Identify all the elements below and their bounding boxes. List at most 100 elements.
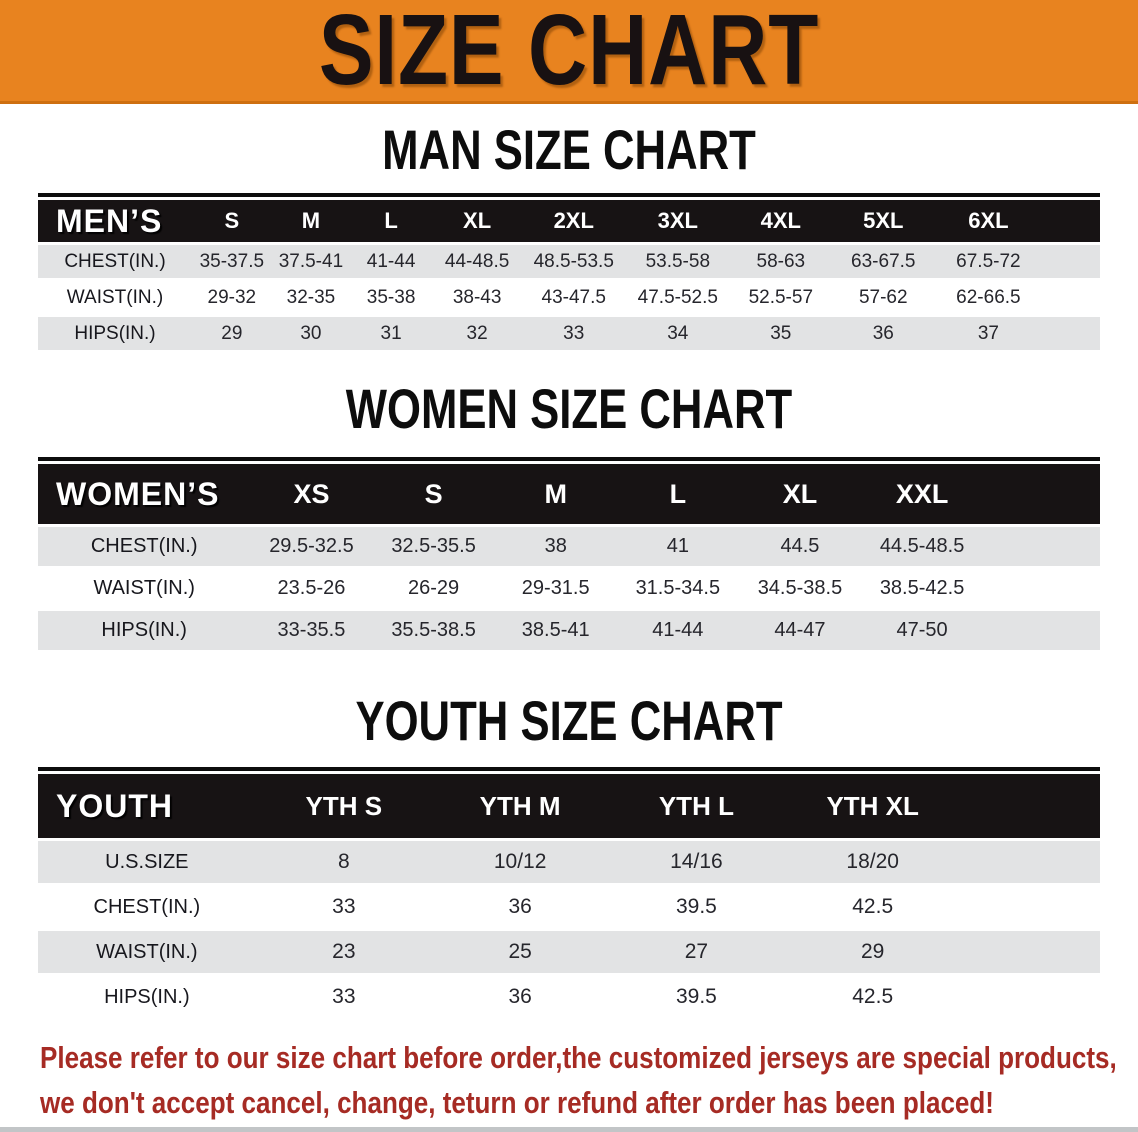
spacer-cell — [983, 611, 1100, 650]
size-cell: 35 — [770, 322, 792, 344]
size-cell: 33-35.5 — [277, 619, 346, 641]
size-cell: 36 — [508, 985, 532, 1008]
row-label: U.S.SIZE — [105, 850, 189, 873]
size-cell: 31 — [380, 322, 402, 344]
size-cell: 34 — [667, 322, 689, 344]
size-cell: 44-47 — [774, 619, 826, 641]
row-label: HIPS(IN.) — [104, 985, 190, 1008]
size-cell: 35-38 — [366, 286, 416, 308]
size-cell: 43-47.5 — [541, 286, 606, 308]
size-cell: 63-67.5 — [851, 250, 916, 272]
spacer-cell — [1042, 245, 1101, 278]
spacer-cell — [961, 976, 1100, 1018]
men-table-title: MEN’S — [56, 202, 163, 239]
size-cell: 39.5 — [675, 895, 717, 918]
size-cell: 44.5 — [780, 535, 820, 557]
youth-table-header-row: YOUTH YTH S YTH M YTH L YTH XL — [38, 774, 1100, 838]
size-cell: 38.5-41 — [521, 619, 590, 641]
spacer-cell — [1042, 317, 1101, 350]
size-cell: 58-63 — [756, 250, 806, 272]
table-row: U.S.SIZE 8 10/12 14/16 18/20 — [38, 841, 1100, 883]
row-label: WAIST(IN.) — [66, 286, 164, 308]
size-cell: 41-44 — [652, 619, 704, 641]
size-cell: 18/20 — [846, 850, 899, 873]
spacer-cell — [983, 569, 1100, 608]
men-size-table: MEN’S S M L XL 2XL 3XL 4XL 5XL 6XL — [38, 197, 1100, 353]
column-header: S — [424, 478, 443, 509]
column-header: XS — [293, 478, 330, 509]
size-cell: 32.5-35.5 — [391, 535, 476, 557]
column-header: YTH M — [479, 790, 561, 821]
spacer-cell — [961, 774, 1100, 838]
women-table-wrap: WOMEN’S XS S M L XL XXL CHEST(IN.) 29.5-… — [38, 457, 1100, 653]
spacer-cell — [961, 841, 1100, 883]
size-cell: 42.5 — [852, 895, 894, 918]
size-cell: 32 — [466, 322, 488, 344]
women-table-title: WOMEN’S — [56, 475, 220, 512]
spacer-cell — [961, 886, 1100, 928]
table-row: HIPS(IN.) 33 36 39.5 42.5 — [38, 976, 1100, 1018]
row-label: CHEST(IN.) — [64, 250, 166, 272]
size-cell: 44-48.5 — [444, 250, 510, 272]
men-size-section: MAN SIZE CHART MEN’S S M L XL 2XL — [0, 122, 1138, 353]
youth-table-title: YOUTH — [56, 787, 173, 824]
size-cell: 42.5 — [852, 985, 894, 1008]
column-header: YTH S — [305, 790, 383, 821]
size-cell: 44.5-48.5 — [879, 535, 965, 557]
size-cell: 33 — [563, 322, 585, 344]
disclaimer: Please refer to our size chart before or… — [40, 1035, 1117, 1125]
size-cell: 67.5-72 — [956, 250, 1021, 272]
bottom-edge-strip — [0, 1127, 1138, 1132]
women-section-heading: WOMEN SIZE CHART — [345, 377, 793, 440]
size-cell: 10/12 — [493, 850, 547, 873]
size-cell: 48.5-53.5 — [533, 250, 614, 272]
size-cell: 33 — [332, 985, 356, 1008]
size-cell: 32-35 — [286, 286, 336, 308]
size-cell: 57-62 — [858, 286, 908, 308]
table-row: CHEST(IN.) 29.5-32.5 32.5-35.5 38 41 44.… — [38, 527, 1100, 566]
size-cell: 29 — [861, 940, 885, 963]
disclaimer-line-2: we don't accept cancel, change, teturn o… — [40, 1085, 994, 1120]
size-cell: 29 — [221, 322, 243, 344]
column-header: 6XL — [968, 208, 1009, 233]
spacer-cell — [961, 931, 1100, 973]
youth-section-heading: YOUTH SIZE CHART — [355, 689, 783, 752]
size-cell: 41 — [666, 535, 689, 557]
spacer-cell — [1042, 200, 1101, 242]
column-header: M — [301, 208, 321, 233]
size-cell: 39.5 — [675, 985, 717, 1008]
column-header: 2XL — [553, 208, 594, 233]
table-row: HIPS(IN.) 29 30 31 32 33 34 35 36 37 — [38, 317, 1100, 350]
size-cell: 41-44 — [366, 250, 416, 272]
size-cell: 25 — [508, 940, 532, 963]
size-cell: 36 — [872, 322, 894, 344]
size-cell: 35-37.5 — [199, 250, 265, 272]
size-cell: 38.5-42.5 — [879, 577, 965, 599]
column-header: YTH XL — [826, 790, 919, 821]
size-cell: 62-66.5 — [956, 286, 1021, 308]
size-cell: 26-29 — [408, 577, 460, 599]
size-cell: 34.5-38.5 — [757, 577, 843, 599]
row-label: HIPS(IN.) — [101, 619, 187, 641]
row-label: WAIST(IN.) — [93, 577, 195, 599]
youth-size-table: YOUTH YTH S YTH M YTH L YTH XL U.S.SIZE … — [38, 771, 1100, 1021]
size-cell: 38-43 — [452, 286, 502, 308]
size-cell: 37 — [977, 322, 999, 344]
column-header: XL — [463, 208, 492, 233]
column-header: S — [224, 208, 240, 233]
column-header: 5XL — [863, 208, 904, 233]
row-label: HIPS(IN.) — [74, 322, 156, 344]
column-header: 4XL — [760, 208, 801, 233]
youth-table-wrap: YOUTH YTH S YTH M YTH L YTH XL U.S.SIZE … — [38, 767, 1100, 1021]
men-table-header-row: MEN’S S M L XL 2XL 3XL 4XL 5XL 6XL — [38, 200, 1100, 242]
table-row: WAIST(IN.) 23.5-26 26-29 29-31.5 31.5-34… — [38, 569, 1100, 608]
size-cell: 14/16 — [670, 850, 723, 873]
size-cell: 33 — [332, 895, 356, 918]
size-cell: 29.5-32.5 — [269, 535, 354, 557]
column-header: L — [669, 478, 687, 509]
size-cell: 36 — [508, 895, 532, 918]
women-size-table: WOMEN’S XS S M L XL XXL CHEST(IN.) 29.5-… — [38, 461, 1100, 653]
size-cell: 52.5-57 — [748, 286, 814, 308]
banner: SIZE CHART — [0, 0, 1138, 104]
column-header: XXL — [895, 478, 949, 509]
